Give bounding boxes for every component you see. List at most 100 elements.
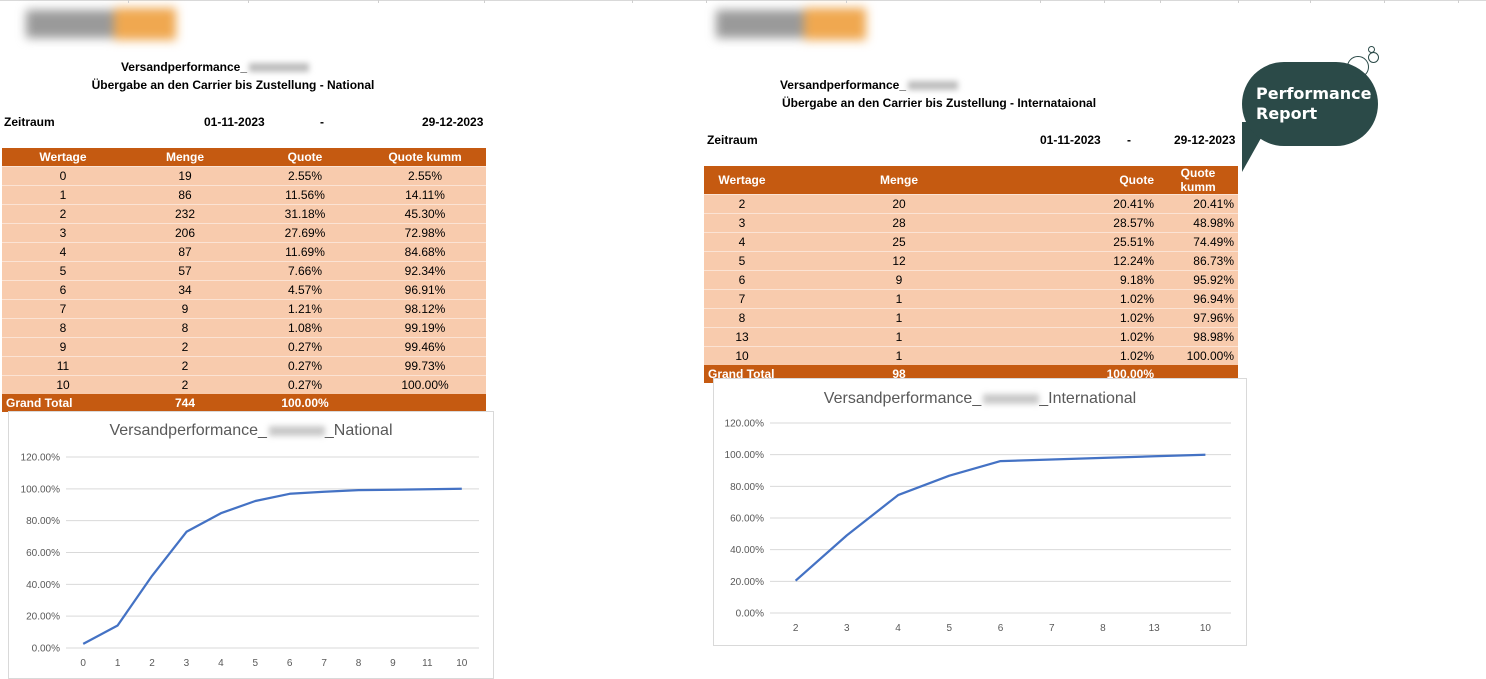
- table-row: 3 206 27.69% 72.98%: [2, 223, 486, 243]
- table-row: 8 8 1.08% 99.19%: [2, 318, 486, 338]
- table-row: 5 57 7.66% 92.34%: [2, 261, 486, 281]
- report-title: Versandperformance_: [704, 78, 1034, 92]
- report-title-text: Versandperformance_: [120, 60, 248, 74]
- x-tick-label: 5: [253, 658, 259, 669]
- bubble-icon: [1368, 46, 1375, 53]
- table-cell: 7: [2, 299, 124, 319]
- report-subtitle: Übergabe an den Carrier bis Zustellung -…: [781, 96, 1097, 110]
- table-cell: 2: [124, 356, 246, 376]
- period-separator: -: [320, 115, 324, 129]
- table-cell: 12.24%: [1018, 251, 1158, 271]
- sheet-column-tick: [248, 0, 249, 3]
- table-cell: 0.27%: [246, 375, 364, 394]
- x-tick-label: 0: [80, 658, 86, 669]
- y-tick-label: 20.00%: [26, 612, 60, 623]
- table-cell: 1.08%: [246, 318, 364, 338]
- table-cell: 57: [124, 261, 246, 281]
- chart-title-prefix: Versandperformance_: [109, 422, 267, 439]
- table-cell: 20: [780, 194, 1018, 214]
- x-tick-label: 2: [793, 623, 799, 634]
- table-row: 13 1 1.02% 98.98%: [704, 327, 1238, 347]
- table-cell: 1: [780, 289, 1018, 309]
- table-cell: 96.94%: [1158, 289, 1238, 309]
- table-cell: 100.00%: [364, 375, 486, 394]
- table-cell: 10: [2, 375, 124, 394]
- x-tick-label: 8: [1100, 623, 1106, 634]
- table-row: 9 2 0.27% 99.46%: [2, 337, 486, 357]
- table-cell: 9: [124, 299, 246, 319]
- table-cell: 0: [2, 166, 124, 186]
- table-cell: 25.51%: [1018, 232, 1158, 252]
- table-cell: 4: [704, 232, 780, 252]
- period-separator: -: [1127, 133, 1131, 147]
- table-row: 10 2 0.27% 100.00%: [2, 375, 486, 394]
- total-cell: 100.00%: [246, 394, 364, 412]
- redacted-name: [983, 393, 1040, 404]
- sheet-column-tick: [1384, 0, 1385, 3]
- x-tick-label: 10: [456, 658, 468, 669]
- sheet-grid-line: [0, 0, 1486, 1]
- table-cell: 99.46%: [364, 337, 486, 357]
- y-tick-label: 80.00%: [730, 482, 764, 493]
- table-cell: 7: [704, 289, 780, 309]
- table-cell: 1: [2, 185, 124, 205]
- y-tick-label: 20.00%: [730, 577, 764, 588]
- chart-title: Versandperformance_ _National: [9, 422, 493, 440]
- period-to: 29-12-2023: [1174, 133, 1236, 147]
- performance-report-badge: Performance Report: [1240, 46, 1380, 172]
- table-cell: 4: [2, 242, 124, 262]
- table-row: 5 12 12.24% 86.73%: [704, 251, 1238, 271]
- table-row: 1 86 11.56% 14.11%: [2, 185, 486, 205]
- national-line-chart-svg: 0.00% 20.00% 40.00% 60.00% 80.00% 100.00% 120.…: [21, 453, 479, 669]
- company-logo-blurred: [26, 4, 182, 44]
- series-line: [794, 453, 1206, 582]
- table-cell: 86: [124, 185, 246, 205]
- table-cell: 11: [2, 356, 124, 376]
- table-cell: 28: [780, 213, 1018, 233]
- report-title: Versandperformance_: [0, 60, 430, 74]
- table-cell: 1.02%: [1018, 327, 1158, 347]
- column-header: Wertage: [2, 148, 124, 167]
- table-cell: 99.19%: [364, 318, 486, 338]
- x-tick-label: 7: [1049, 623, 1055, 634]
- chart-title: Versandperformance_ _International: [714, 390, 1246, 408]
- table-cell: 31.18%: [246, 204, 364, 224]
- chart-title-prefix: Versandperformance_: [823, 390, 982, 407]
- table-cell: 6: [2, 280, 124, 300]
- table-cell: 0.27%: [246, 337, 364, 357]
- sheet-column-tick: [128, 0, 129, 3]
- table-cell: 87: [124, 242, 246, 262]
- y-tick-label: 40.00%: [26, 580, 60, 591]
- table-cell: 9: [780, 270, 1018, 290]
- table-cell: 98.12%: [364, 299, 486, 319]
- table-cell: 96.91%: [364, 280, 486, 300]
- table-cell: 34: [124, 280, 246, 300]
- table-cell: 14.11%: [364, 185, 486, 205]
- sheet-column-tick: [1104, 0, 1105, 3]
- x-tick-label: 5: [946, 623, 952, 634]
- grand-total-row: Grand Total 744 100.00%: [2, 394, 486, 412]
- national-chart: Versandperformance_ _National 0.00% 20.00%…: [8, 411, 494, 679]
- y-tick-label: 0.00%: [32, 644, 60, 655]
- x-tick-label: 2: [149, 658, 155, 669]
- redacted-name: [908, 81, 959, 91]
- table-cell: 86.73%: [1158, 251, 1238, 271]
- table-cell: 3: [2, 223, 124, 243]
- table-cell: 19: [124, 166, 246, 186]
- table-cell: 9.18%: [1018, 270, 1158, 290]
- redacted-name: [268, 425, 325, 436]
- series-line: [82, 487, 462, 645]
- report-title-text: Versandperformance_: [779, 78, 907, 92]
- table-cell: 1.02%: [1018, 289, 1158, 309]
- table-cell: 1.02%: [1018, 346, 1158, 365]
- column-header: Quote kumm: [1158, 166, 1238, 195]
- international-chart: Versandperformance_ _International 0.00% 2…: [713, 378, 1247, 646]
- x-tick-label: 13: [1149, 623, 1161, 634]
- badge-text: Performance Report: [1256, 84, 1372, 124]
- period-label: Zeitraum: [4, 115, 55, 129]
- column-header: Menge: [124, 148, 246, 167]
- table-cell: 2: [124, 375, 246, 394]
- table-cell: 0.27%: [246, 356, 364, 376]
- table-cell: 100.00%: [1158, 346, 1238, 365]
- y-tick-label: 60.00%: [730, 514, 764, 525]
